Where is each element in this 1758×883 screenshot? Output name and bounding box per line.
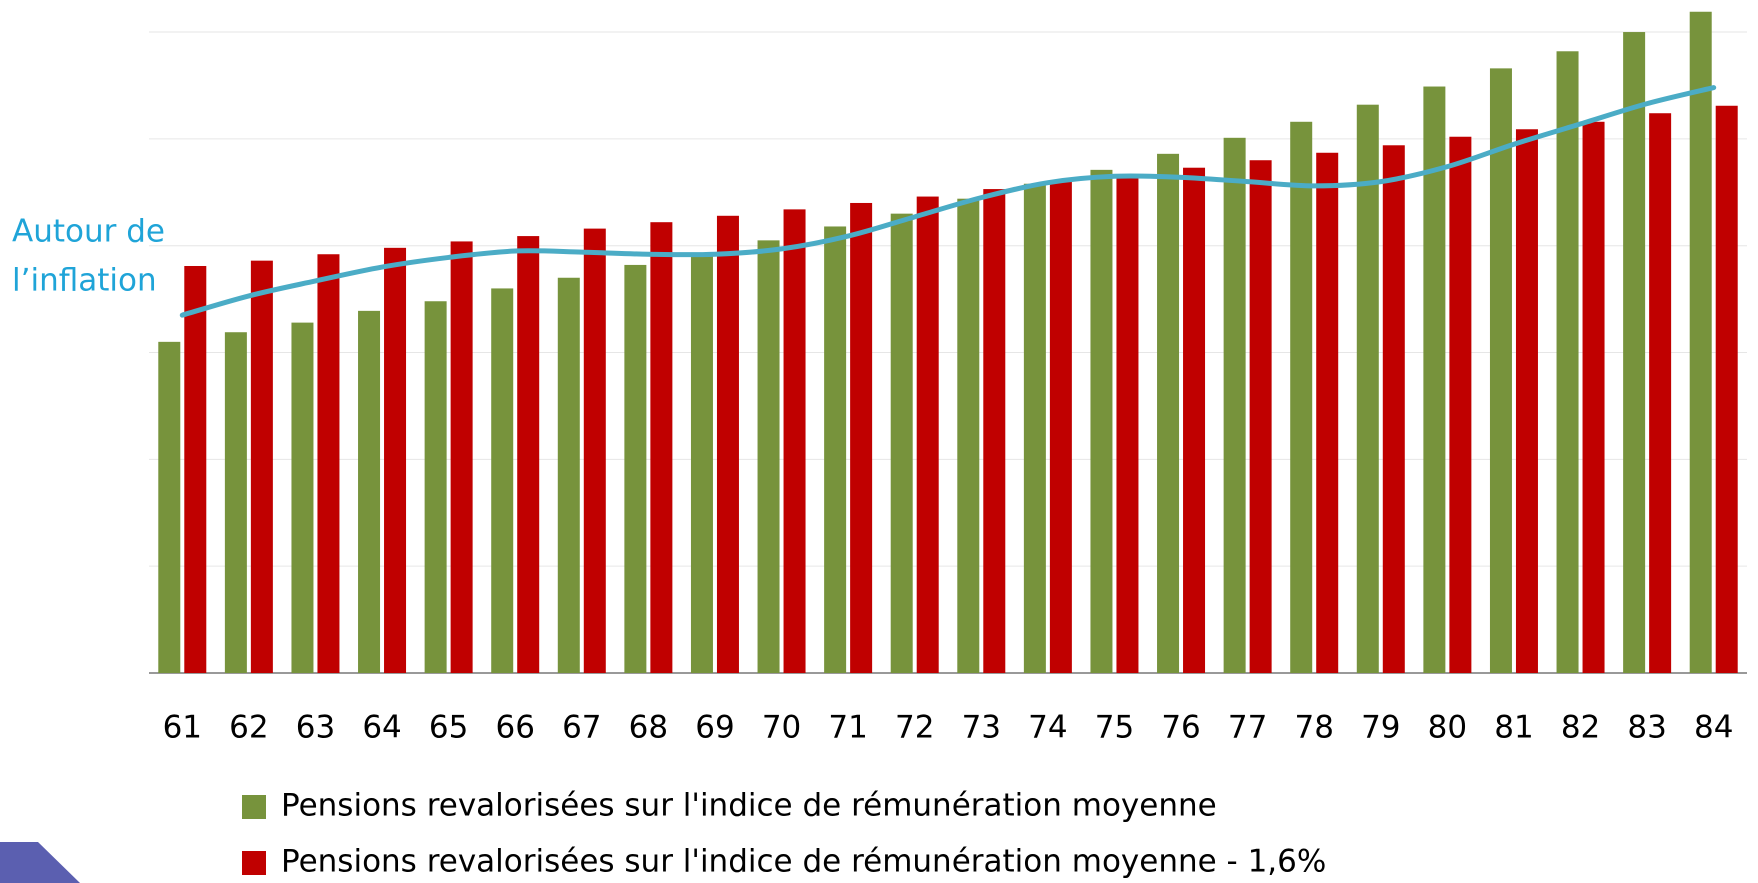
legend-label: Pensions revalorisées sur l'indice de ré… [281, 844, 1326, 880]
bar [1382, 145, 1405, 674]
bar [690, 254, 713, 673]
x-tick-label: 69 [695, 710, 734, 746]
bar [1157, 153, 1180, 674]
bar [1316, 152, 1339, 673]
bar [384, 247, 407, 674]
x-tick-label: 71 [828, 710, 867, 746]
bar [1023, 183, 1046, 673]
bar [1689, 11, 1712, 673]
bar [424, 301, 447, 673]
bar [491, 288, 514, 673]
x-tick-label: 62 [229, 710, 268, 746]
bar [358, 310, 381, 673]
bar [1423, 86, 1446, 674]
bar [1049, 181, 1072, 673]
trend-line [179, 85, 1717, 318]
bar [890, 213, 913, 673]
bar [850, 202, 873, 673]
bar [1556, 51, 1579, 674]
bar [1623, 32, 1646, 674]
bar [1249, 160, 1272, 673]
x-tick-label: 72 [895, 710, 934, 746]
bar [783, 209, 806, 673]
x-tick-label: 67 [562, 710, 601, 746]
bar [983, 189, 1006, 674]
bar [650, 222, 673, 673]
x-tick-label: 68 [629, 710, 668, 746]
x-tick-label: 75 [1095, 710, 1134, 746]
bar [158, 341, 181, 673]
bar [583, 228, 606, 673]
x-tick-label: 80 [1428, 710, 1467, 746]
bar [1715, 105, 1738, 673]
x-tick-label: 70 [762, 710, 801, 746]
bar [1649, 113, 1672, 673]
x-tick-label: 65 [429, 710, 468, 746]
bar [757, 240, 780, 673]
x-tick-label: 66 [495, 710, 534, 746]
x-tick-label: 78 [1294, 710, 1333, 746]
x-tick-label: 73 [962, 710, 1001, 746]
bar [1223, 137, 1246, 674]
legend-label: Pensions revalorisées sur l'indice de ré… [281, 788, 1217, 824]
x-tick-label: 76 [1161, 710, 1200, 746]
bar [1449, 136, 1472, 673]
x-tick-label: 61 [163, 710, 202, 746]
bar [1116, 175, 1139, 673]
bar [824, 226, 847, 673]
bar [1515, 129, 1538, 673]
bar [517, 236, 540, 674]
bar [716, 215, 739, 674]
x-tick-label: 81 [1494, 710, 1533, 746]
x-tick-label: 63 [296, 710, 335, 746]
x-tick-label: 79 [1361, 710, 1400, 746]
decor-shape [0, 842, 80, 883]
bar [1090, 169, 1113, 673]
x-tick-label: 77 [1228, 710, 1267, 746]
bar [224, 332, 247, 673]
bar [450, 241, 473, 673]
bar [916, 196, 939, 674]
annotation: Autour de [12, 214, 165, 250]
bar [1489, 68, 1512, 673]
x-tick-label: 64 [362, 710, 401, 746]
legend-swatch [242, 795, 266, 819]
bar [1183, 167, 1206, 673]
bar [624, 264, 647, 673]
bar [1356, 104, 1379, 673]
legend-swatch [242, 851, 266, 875]
x-tick-label: 84 [1694, 710, 1733, 746]
annotation: l’inflation [12, 263, 157, 299]
bar [317, 254, 340, 673]
bar [557, 277, 580, 673]
bar [291, 322, 314, 673]
x-tick-label: 74 [1028, 710, 1067, 746]
x-tick-label: 83 [1627, 710, 1666, 746]
bar [1290, 121, 1313, 674]
bar [957, 198, 980, 673]
bar [184, 265, 207, 673]
bar [250, 260, 273, 673]
x-tick-label: 82 [1561, 710, 1600, 746]
bar [1582, 121, 1605, 674]
